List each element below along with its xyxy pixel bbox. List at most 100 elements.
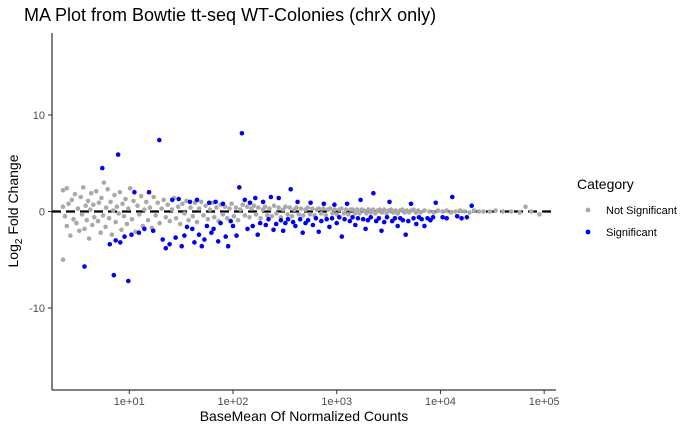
y-axis-title-subscript: 2 — [14, 238, 25, 244]
significant-point — [406, 218, 411, 224]
significant-point — [440, 215, 445, 220]
not-significant-point — [327, 206, 333, 211]
not-significant-point — [91, 202, 96, 207]
not-significant-point — [352, 211, 358, 216]
not-significant-point — [537, 212, 542, 217]
significant-point — [422, 223, 427, 229]
significant-point — [327, 224, 332, 230]
significant-point — [444, 216, 450, 221]
x-tick-label: 1e+04 — [425, 396, 456, 408]
not-significant-point — [457, 208, 463, 213]
significant-point — [115, 152, 121, 157]
significant-point — [196, 232, 202, 237]
significant-point — [371, 190, 376, 196]
not-significant-point — [453, 209, 458, 214]
not-significant-point — [103, 205, 109, 210]
significant-point — [339, 234, 345, 239]
not-significant-point — [343, 207, 349, 212]
not-significant-point — [109, 232, 115, 237]
significant-point — [132, 189, 137, 195]
not-significant-point — [364, 211, 369, 216]
not-significant-point — [253, 212, 259, 217]
not-significant-point — [144, 199, 149, 205]
significant-point — [263, 222, 269, 228]
not-significant-point — [92, 215, 97, 220]
y-axis-ticks: 10 0 -10 — [29, 110, 52, 315]
not-significant-point — [231, 214, 237, 219]
significant-point — [276, 195, 282, 201]
significant-point — [376, 216, 382, 221]
chart-title: MA Plot from Bowtie tt-seq WT-Colonies (… — [24, 5, 436, 25]
not-significant-point — [448, 210, 454, 215]
not-significant-point — [137, 212, 142, 217]
x-axis-ticks: 1e+01 1e+02 1e+03 1e+04 1e+05 — [114, 390, 560, 408]
significant-point — [310, 222, 316, 228]
not-significant-point — [163, 215, 169, 220]
not-significant-point — [86, 236, 92, 241]
not-significant-point — [462, 209, 467, 214]
significant-point — [179, 243, 184, 249]
not-significant-point — [60, 204, 66, 209]
significant-point — [459, 216, 464, 221]
not-significant-point — [161, 197, 166, 203]
significant-point — [358, 197, 363, 203]
not-significant-point — [84, 217, 90, 223]
significant-point — [237, 185, 242, 190]
not-significant-points — [60, 180, 542, 263]
significant-point — [305, 217, 311, 223]
not-significant-point — [493, 208, 498, 213]
not-significant-point — [93, 188, 99, 194]
not-significant-point — [287, 205, 293, 210]
significant-point — [225, 243, 231, 249]
not-significant-point — [96, 200, 102, 206]
not-significant-point — [267, 206, 272, 211]
not-significant-point — [274, 211, 279, 216]
not-significant-point — [523, 204, 528, 209]
not-significant-point — [153, 213, 158, 218]
not-significant-point — [265, 213, 270, 218]
not-significant-point — [481, 209, 486, 214]
legend: Category Not Significant Significant — [577, 176, 677, 239]
not-significant-point — [323, 213, 329, 218]
not-significant-point — [79, 212, 85, 217]
not-significant-point — [98, 230, 103, 235]
significant-point — [403, 232, 409, 237]
significant-point — [408, 201, 414, 207]
not-significant-point — [307, 212, 313, 217]
significant-point — [344, 201, 350, 207]
x-tick-label: 1e+05 — [529, 396, 560, 408]
not-significant-point — [382, 207, 387, 212]
significant-point — [230, 223, 236, 229]
not-significant-point — [120, 201, 125, 207]
not-significant-point — [289, 214, 295, 219]
not-significant-point — [74, 220, 79, 226]
significant-point — [250, 223, 255, 229]
legend-label-not-significant: Not Significant — [606, 205, 677, 217]
significant-point — [100, 165, 105, 171]
not-significant-point — [108, 199, 113, 205]
significant-points — [82, 131, 475, 284]
significant-point — [321, 201, 327, 207]
significant-point — [176, 196, 181, 202]
significant-point — [384, 215, 390, 220]
significant-point — [308, 200, 313, 206]
not-significant-point — [64, 186, 70, 191]
y-tick-label: 10 — [33, 110, 45, 122]
significant-point — [430, 215, 436, 220]
not-significant-point — [298, 206, 304, 211]
not-significant-point — [214, 205, 219, 210]
significant-point — [379, 228, 384, 234]
not-significant-point — [142, 207, 147, 212]
x-tick-label: 1e+03 — [321, 396, 352, 408]
legend-title: Category — [577, 176, 634, 192]
not-significant-point — [60, 188, 66, 193]
not-significant-point — [113, 219, 118, 225]
not-significant-point — [220, 212, 226, 217]
significant-point — [342, 216, 347, 222]
significant-point — [392, 216, 398, 221]
not-significant-point — [296, 212, 302, 217]
not-significant-point — [244, 204, 250, 209]
significant-point — [334, 220, 340, 226]
significant-point — [253, 195, 258, 201]
